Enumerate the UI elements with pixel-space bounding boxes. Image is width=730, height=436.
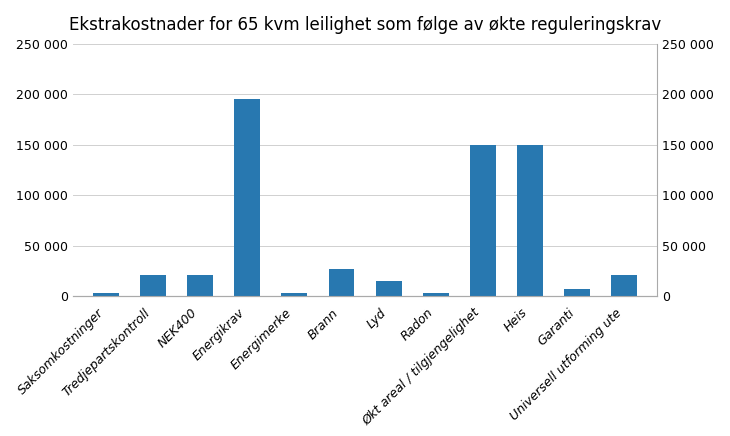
Bar bbox=[140, 275, 166, 296]
Bar bbox=[93, 293, 119, 296]
Bar bbox=[281, 293, 307, 296]
Bar bbox=[187, 275, 213, 296]
Title: Ekstrakostnader for 65 kvm leilighet som følge av økte reguleringskrav: Ekstrakostnader for 65 kvm leilighet som… bbox=[69, 16, 661, 34]
Bar bbox=[376, 281, 402, 296]
Bar bbox=[328, 269, 354, 296]
Bar bbox=[611, 275, 637, 296]
Bar bbox=[423, 293, 449, 296]
Bar bbox=[470, 145, 496, 296]
Bar bbox=[564, 290, 590, 296]
Bar bbox=[517, 145, 543, 296]
Bar bbox=[234, 99, 260, 296]
